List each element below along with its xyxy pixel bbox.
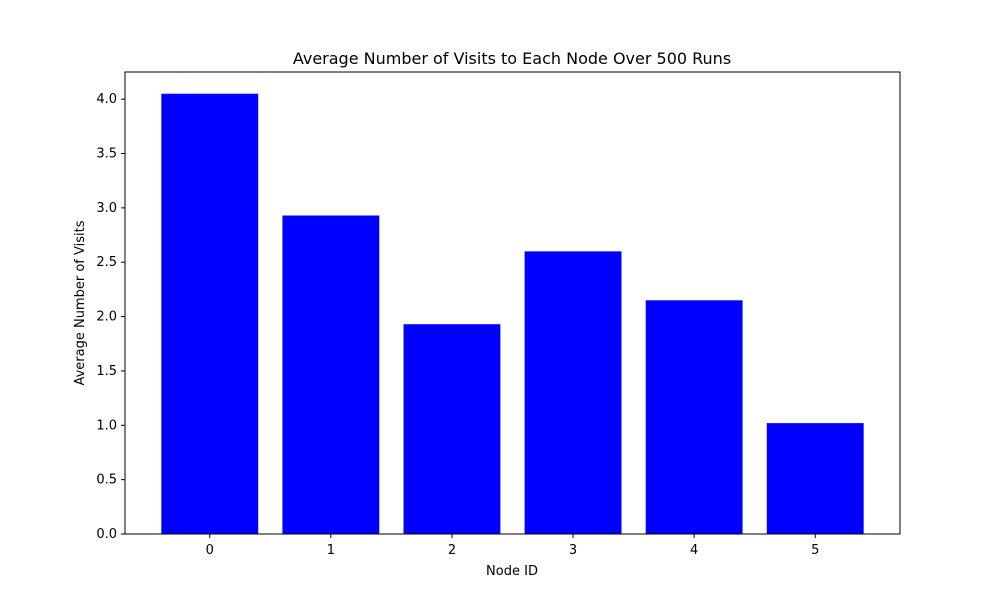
plot-area: 0 1 2 3 4 5 0.0 0.5 1.0 1.5 2.0 2.5 3.0 3.5 4.0 [96, 71, 901, 558]
y-tick-label: 1.5 [96, 364, 117, 379]
x-tick-label: 4 [690, 543, 698, 558]
y-tick-label: 3.0 [96, 201, 117, 216]
chart-title: Average Number of Visits to Each Node Ov… [293, 49, 731, 68]
y-tick-label: 3.5 [96, 147, 117, 162]
y-tick-label: 0.5 [96, 473, 117, 488]
bar-node-2 [403, 324, 501, 534]
y-axis-label: Average Number of Visits [73, 220, 88, 385]
x-axis-label: Node ID [486, 564, 538, 579]
y-tick-label: 1.0 [96, 418, 117, 433]
x-tick-label: 1 [327, 543, 335, 558]
y-tick-label: 4.0 [96, 92, 117, 107]
bar-node-4 [645, 300, 743, 534]
y-tick-label: 2.0 [96, 310, 117, 325]
bar-node-0 [161, 93, 259, 534]
x-tick-label: 3 [569, 543, 577, 558]
x-tick-label: 0 [206, 543, 214, 558]
y-tick-label: 0.0 [96, 527, 117, 542]
y-tick-label: 2.5 [96, 255, 117, 270]
bar-node-1 [282, 215, 380, 534]
plot-frame [124, 71, 901, 535]
bar-node-3 [524, 251, 622, 535]
x-tick-label: 2 [448, 543, 456, 558]
bar-node-5 [766, 423, 864, 534]
x-tick-label: 5 [811, 543, 819, 558]
